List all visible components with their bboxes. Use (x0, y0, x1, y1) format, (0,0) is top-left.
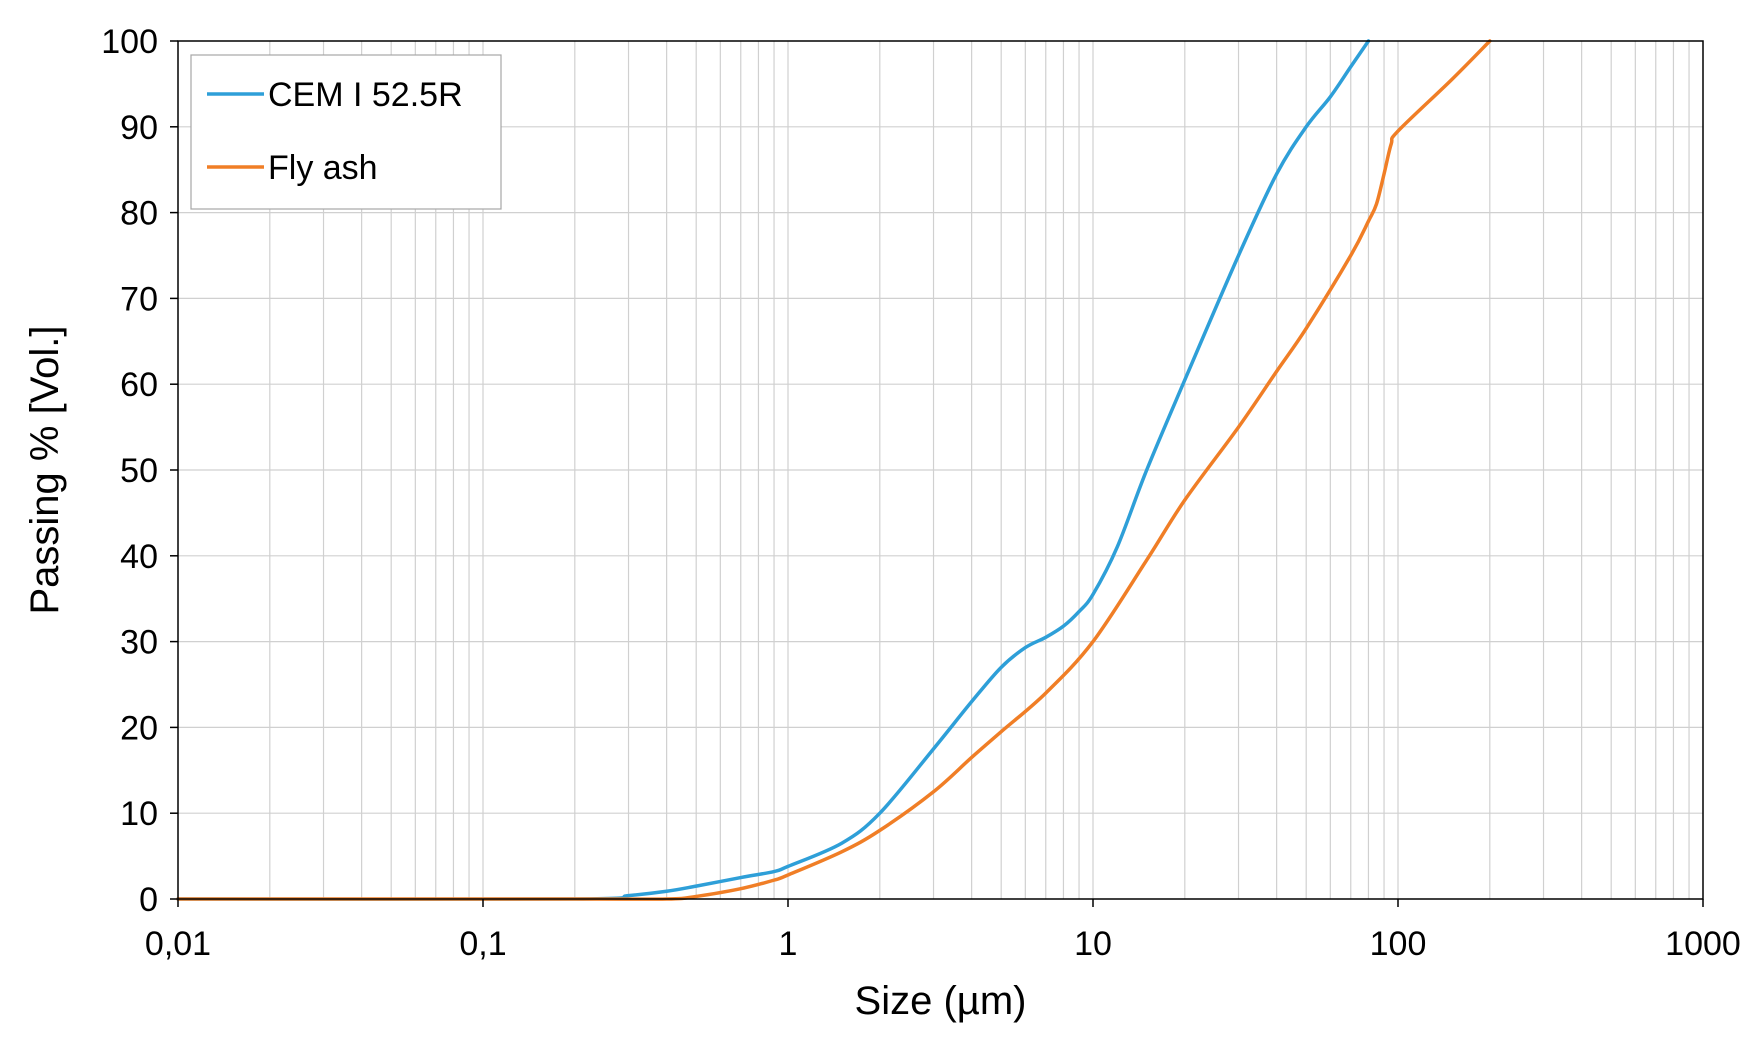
y-tick-label: 20 (120, 709, 158, 747)
x-tick-label: 0,1 (459, 925, 506, 963)
y-tick-label: 50 (120, 452, 158, 490)
legend: CEM I 52.5R Fly ash (190, 54, 502, 210)
y-tick-label: 10 (120, 795, 158, 833)
legend-box (190, 54, 502, 210)
y-tick-label: 30 (120, 624, 158, 662)
y-tick-label: 70 (120, 280, 158, 318)
series-layer (176, 39, 1492, 902)
x-tick-label: 100 (1370, 925, 1427, 963)
series-line-fly-ash (176, 39, 1492, 901)
series-line-cem (176, 39, 1371, 902)
legend-item-fly-ash: Fly ash (207, 149, 378, 187)
y-tick-label: 90 (120, 109, 158, 147)
y-tick-label: 80 (120, 195, 158, 233)
legend-label-cem: CEM I 52.5R (268, 76, 463, 114)
x-tick-label: 1 (779, 925, 798, 963)
y-tick-label: 60 (120, 366, 158, 404)
y-tick-label: 0 (139, 881, 158, 919)
legend-item-cem: CEM I 52.5R (207, 76, 463, 114)
legend-label-fly-ash: Fly ash (268, 149, 378, 187)
x-tick-label: 0,01 (145, 925, 211, 963)
y-axis-title: Passing % [Vol.] (23, 325, 67, 614)
tick-layer: 0,01 0,1 1 10 100 1000 0 10 20 30 40 50 60 70 80 90 100 (101, 23, 1741, 963)
x-tick-label: 1000 (1665, 925, 1741, 963)
x-axis-title: Size (µm) (855, 979, 1027, 1023)
y-tick-label: 100 (101, 23, 158, 61)
y-tick-label: 40 (120, 538, 158, 576)
x-tick-label: 10 (1074, 925, 1112, 963)
